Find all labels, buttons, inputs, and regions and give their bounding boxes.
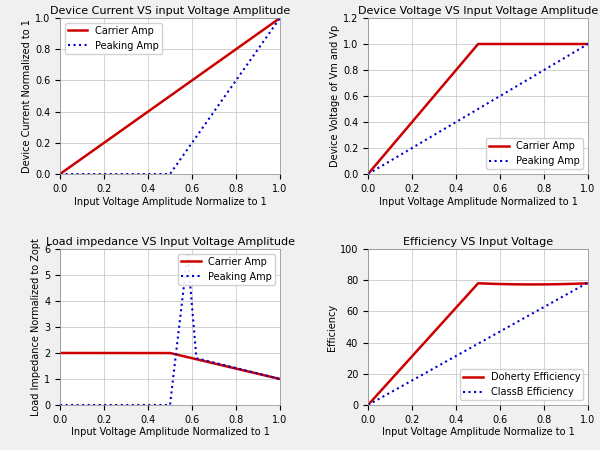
Carrier Amp (277, 15, 284, 21)
X-axis label: Input Voltage Amplitude Normalize to 1: Input Voltage Amplitude Normalize to 1 (74, 197, 266, 207)
Title: Device Current VS input Voltage Amplitude: Device Current VS input Voltage Amplitud… (50, 6, 290, 16)
Line: Carrier Amp: Carrier Amp (60, 18, 280, 174)
Title: Efficiency VS Input Voltage: Efficiency VS Input Voltage (403, 237, 553, 247)
Y-axis label: Efficiency: Efficiency (327, 303, 337, 351)
Peaking Amp (228, 84, 235, 90)
Carrier Amp (540, 41, 547, 47)
ClassB Efficiency (584, 280, 592, 285)
Line: Doherty Efficiency: Doherty Efficiency (368, 284, 588, 405)
Carrier Amp (208, 360, 215, 365)
Line: Carrier Amp: Carrier Amp (368, 44, 588, 174)
Peaking Amp (536, 70, 543, 75)
Carrier Amp (277, 376, 284, 382)
Y-axis label: Device Voltage of Vm and Vp: Device Voltage of Vm and Vp (330, 25, 340, 167)
Peaking Amp (232, 365, 239, 371)
Peaking Amp (228, 364, 235, 370)
Doherty Efficiency (387, 378, 394, 383)
ClassB Efficiency (461, 348, 469, 354)
Peaking Amp (232, 78, 239, 84)
Carrier Amp (228, 50, 235, 55)
ClassB Efficiency (515, 318, 523, 324)
Line: ClassB Efficiency: ClassB Efficiency (368, 283, 588, 405)
X-axis label: Input Voltage Amplitude Normalize to 1: Input Voltage Amplitude Normalize to 1 (382, 428, 574, 437)
ClassB Efficiency (364, 402, 371, 408)
Carrier Amp (475, 41, 482, 47)
Carrier Amp (208, 64, 215, 70)
Peaking Amp (387, 158, 394, 163)
ClassB Efficiency (536, 307, 543, 312)
Peaking Amp (277, 15, 284, 21)
Line: Peaking Amp: Peaking Amp (60, 255, 280, 405)
Peaking Amp (515, 82, 523, 87)
Carrier Amp (461, 57, 469, 62)
Peaking Amp (145, 171, 152, 177)
Line: Peaking Amp: Peaking Amp (368, 44, 588, 174)
Peaking Amp (79, 171, 86, 177)
Carrier Amp (79, 350, 86, 356)
Carrier Amp (145, 108, 152, 114)
Peaking Amp (145, 402, 152, 408)
Carrier Amp (153, 350, 160, 356)
Peaking Amp (364, 171, 371, 177)
Carrier Amp (56, 350, 64, 356)
Peaking Amp (277, 376, 284, 382)
Peaking Amp (79, 402, 86, 408)
Doherty Efficiency (540, 282, 547, 287)
ClassB Efficiency (540, 305, 547, 310)
Line: Carrier Amp: Carrier Amp (60, 353, 280, 379)
Carrier Amp (56, 171, 64, 177)
Peaking Amp (153, 171, 160, 177)
Carrier Amp (515, 41, 523, 47)
Carrier Amp (584, 41, 592, 47)
Peaking Amp (184, 252, 191, 258)
Title: Device Voltage VS Input Voltage Amplitude: Device Voltage VS Input Voltage Amplitud… (358, 6, 598, 16)
Doherty Efficiency (584, 281, 592, 286)
Peaking Amp (56, 402, 64, 408)
Carrier Amp (228, 365, 235, 370)
Peaking Amp (540, 68, 547, 73)
Legend: Carrier Amp, Peaking Amp: Carrier Amp, Peaking Amp (65, 23, 162, 54)
Carrier Amp (387, 145, 394, 150)
Legend: Carrier Amp, Peaking Amp: Carrier Amp, Peaking Amp (178, 254, 275, 284)
Y-axis label: Device Current Normalized to 1: Device Current Normalized to 1 (22, 19, 32, 173)
Doherty Efficiency (461, 295, 469, 301)
Peaking Amp (56, 171, 64, 177)
Doherty Efficiency (515, 282, 523, 287)
Peaking Amp (153, 402, 160, 408)
Carrier Amp (454, 66, 461, 72)
Doherty Efficiency (364, 402, 371, 408)
Title: Load impedance VS Input Voltage Amplitude: Load impedance VS Input Voltage Amplitud… (46, 237, 295, 247)
Peaking Amp (454, 119, 461, 124)
Carrier Amp (232, 366, 239, 371)
Peaking Amp (584, 41, 592, 47)
Carrier Amp (364, 171, 371, 177)
Carrier Amp (79, 155, 86, 161)
X-axis label: Input Voltage Amplitude Normalized to 1: Input Voltage Amplitude Normalized to 1 (71, 428, 269, 437)
Peaking Amp (461, 114, 469, 119)
Doherty Efficiency (454, 304, 461, 309)
Line: Peaking Amp: Peaking Amp (60, 18, 280, 174)
Y-axis label: Load Impedance Normalized to Zopt: Load Impedance Normalized to Zopt (31, 238, 41, 416)
Carrier Amp (153, 103, 160, 108)
Legend: Doherty Efficiency, ClassB Efficiency: Doherty Efficiency, ClassB Efficiency (460, 369, 583, 400)
Carrier Amp (536, 41, 544, 47)
Doherty Efficiency (536, 282, 543, 287)
X-axis label: Input Voltage Amplitude Normalized to 1: Input Voltage Amplitude Normalized to 1 (379, 197, 577, 207)
Legend: Carrier Amp, Peaking Amp: Carrier Amp, Peaking Amp (486, 139, 583, 169)
ClassB Efficiency (387, 390, 394, 395)
ClassB Efficiency (454, 353, 461, 358)
Carrier Amp (232, 47, 239, 52)
Peaking Amp (208, 359, 215, 364)
Carrier Amp (145, 350, 152, 356)
Peaking Amp (208, 113, 215, 118)
